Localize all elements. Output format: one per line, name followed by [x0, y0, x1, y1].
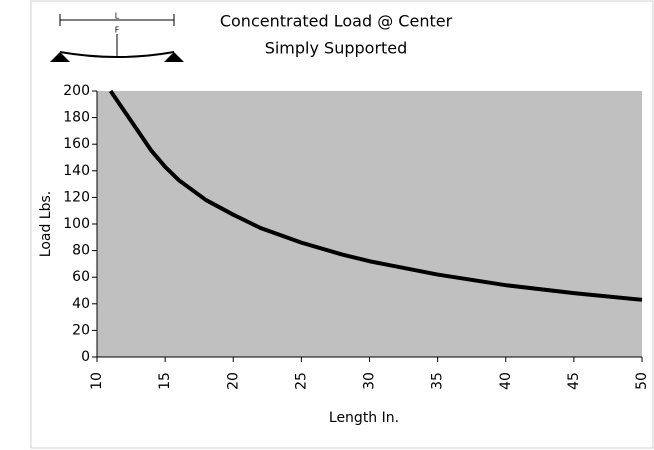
chart-subtitle: Simply Supported — [265, 39, 408, 58]
y-tick-label: 180 — [63, 110, 90, 126]
y-tick-label: 140 — [63, 163, 90, 179]
x-tick-label: 40 — [498, 372, 514, 390]
x-tick-label: 25 — [293, 372, 309, 390]
chart-title: Concentrated Load @ Center — [220, 12, 453, 31]
y-tick-label: 120 — [63, 189, 90, 205]
x-tick-label: 10 — [89, 372, 105, 390]
data-line — [108, 89, 643, 302]
y-axis-label: Load Lbs. — [38, 191, 54, 257]
force-label: F — [115, 26, 120, 35]
beam-diagram: L F — [50, 12, 184, 62]
x-tick-label: 15 — [157, 372, 173, 390]
length-label: L — [115, 12, 120, 21]
x-tick-label: 30 — [362, 372, 378, 390]
y-tick-label: 160 — [63, 136, 90, 152]
x-tick-label: 35 — [430, 372, 446, 390]
y-tick-label: 60 — [72, 269, 90, 285]
y-tick-label: 0 — [81, 349, 90, 365]
y-tick-label: 100 — [63, 216, 90, 232]
plot-area — [97, 91, 642, 357]
y-tick-label: 200 — [63, 83, 90, 99]
y-tick-label: 40 — [72, 296, 90, 312]
x-axis-label: Length In. — [329, 410, 399, 426]
x-tick-label: 50 — [634, 372, 650, 390]
x-tick-label: 20 — [225, 372, 241, 390]
y-tick-label: 20 — [72, 322, 90, 338]
y-tick-label: 80 — [72, 243, 90, 259]
x-tick-label: 45 — [566, 372, 582, 390]
